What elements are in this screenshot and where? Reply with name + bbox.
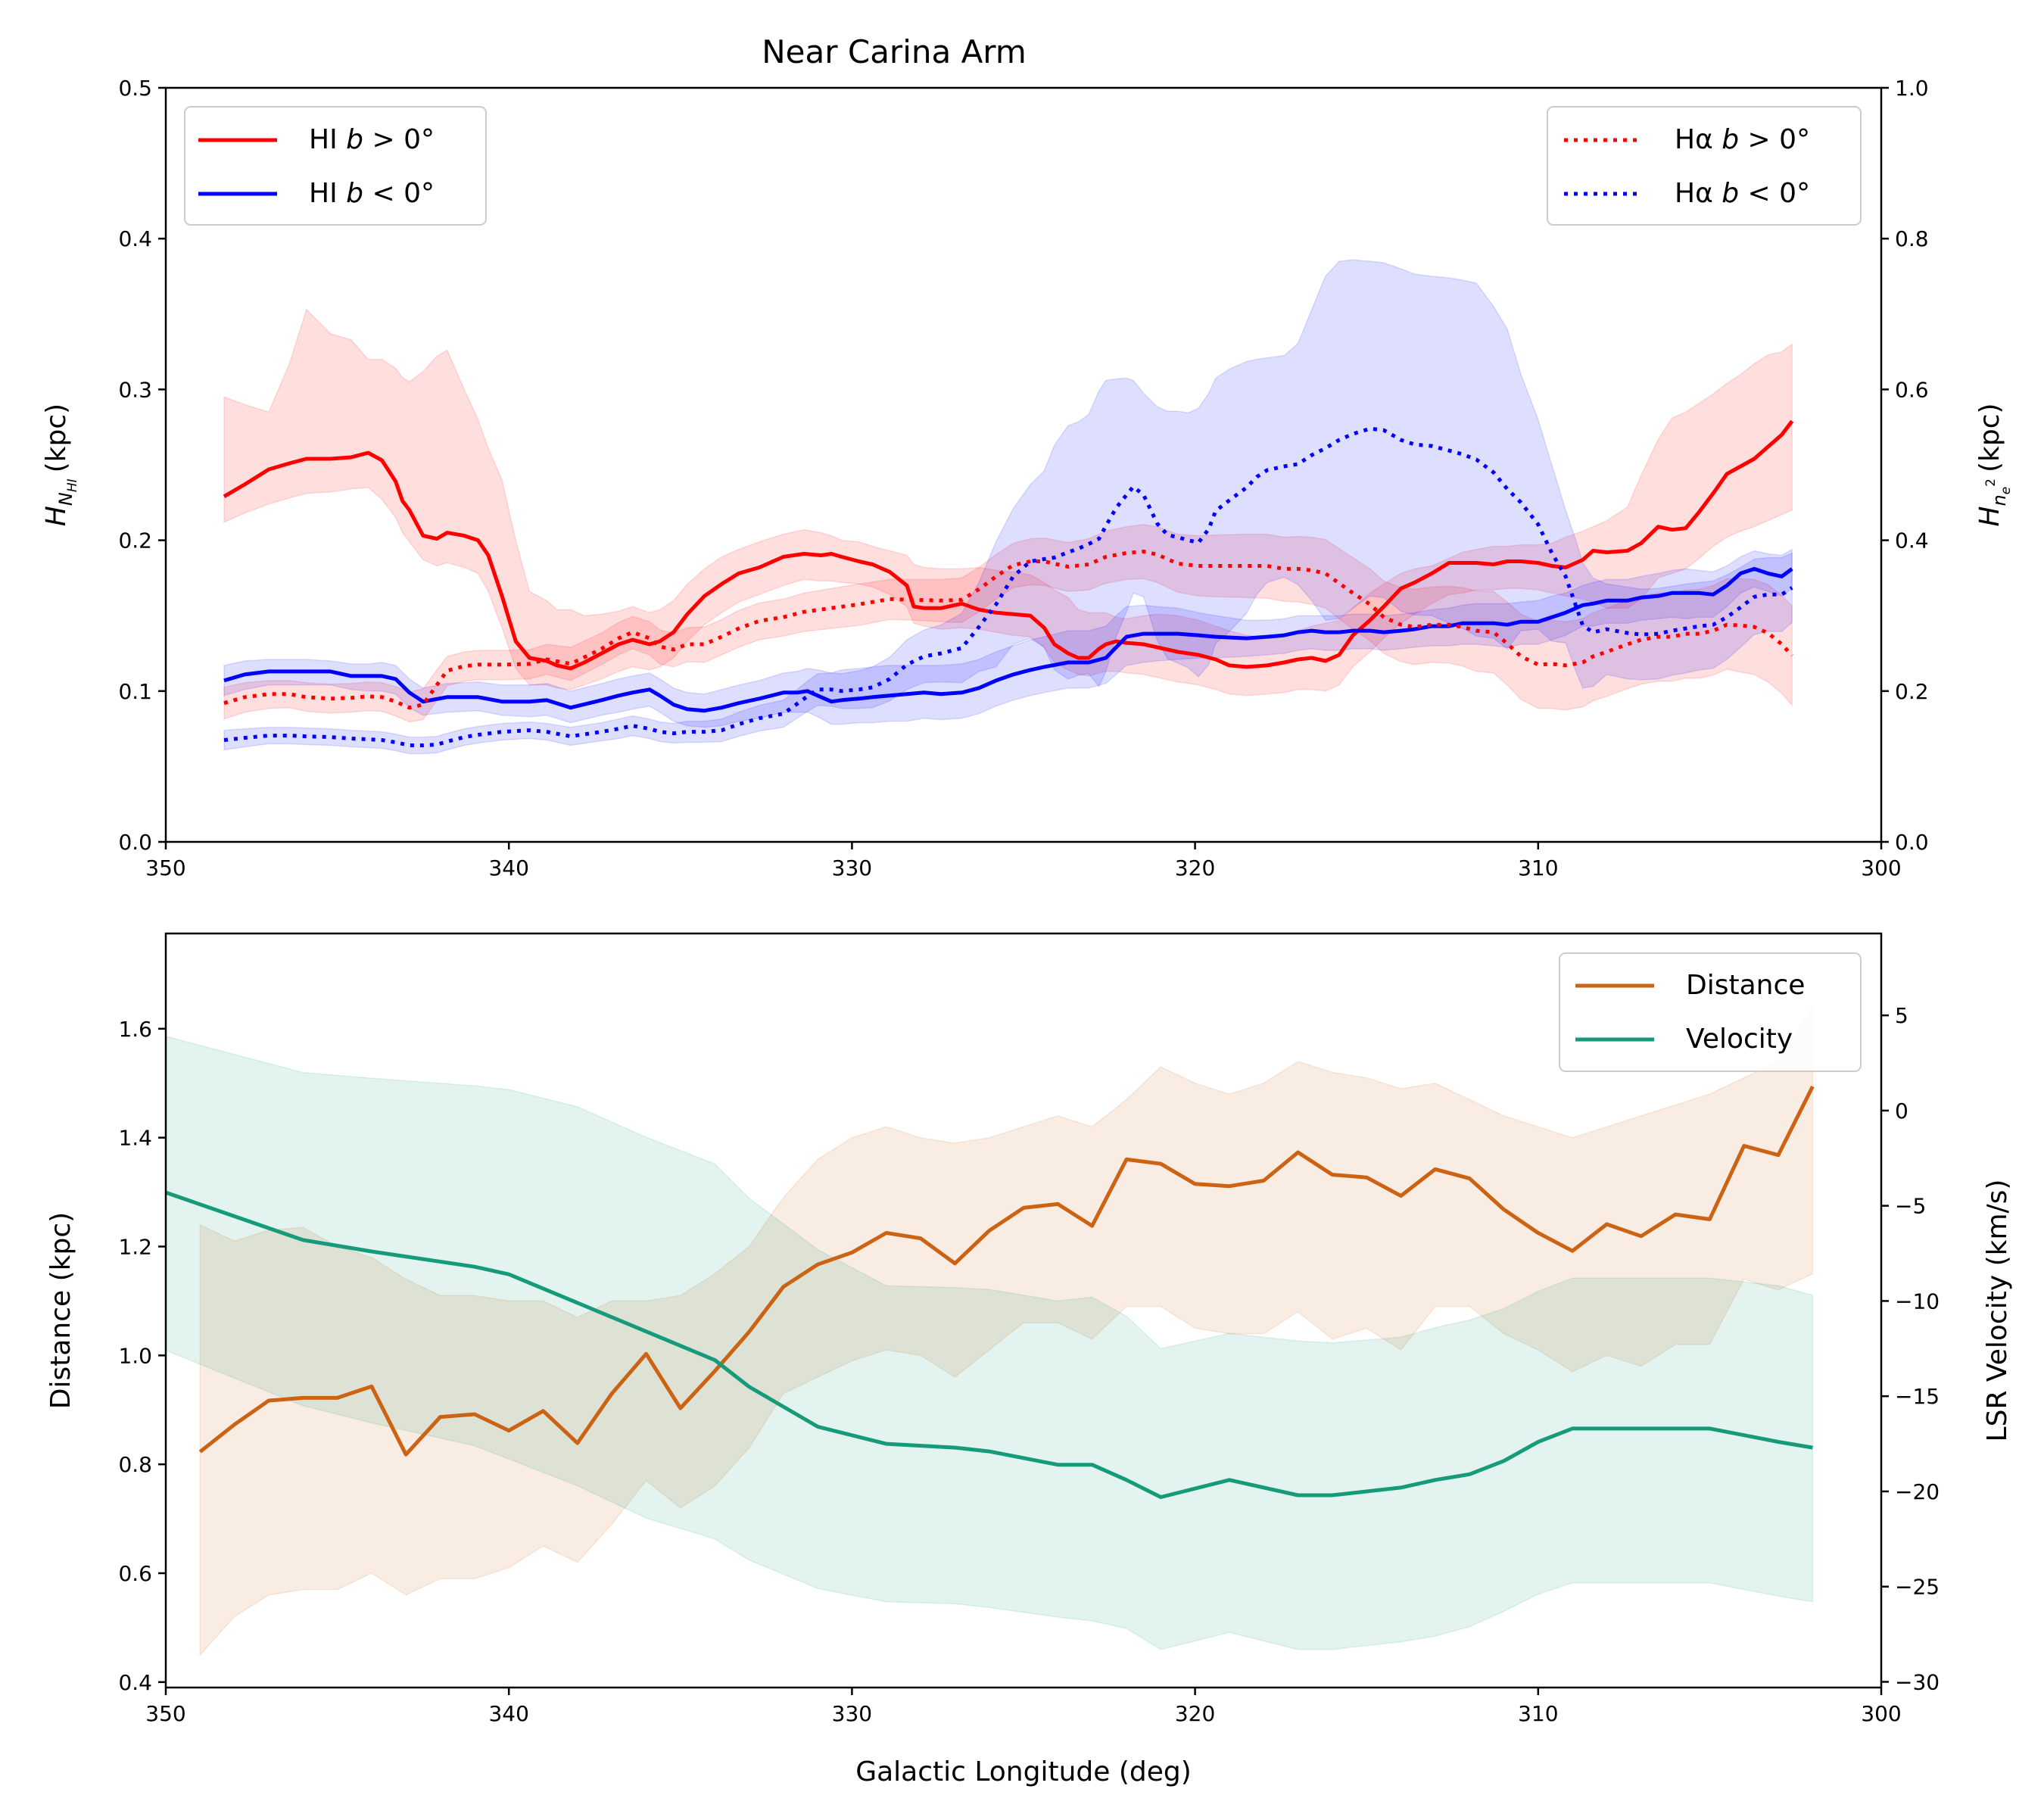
line-velocity	[165, 1190, 1813, 1499]
bottom-chart: 350 340 330 320 310 300 0.4 0.6 0.8 1.0 1.2 1.4 1.6…	[45, 932, 2013, 1787]
x-tick-label: 350	[145, 1701, 185, 1726]
legend-label: Hα b > 0°	[1675, 124, 1810, 155]
y2-tick-label: −20	[1895, 1479, 1940, 1504]
top-legend-right: Hα b > 0° Hα b < 0°	[1547, 106, 1862, 226]
top-plot-frame	[164, 86, 1883, 843]
top-series-lines	[223, 419, 1794, 747]
bottom-right-y-axis-label: LSR Velocity (km/s)	[1982, 1180, 2013, 1442]
top-chart: 350 340 330 320 310 300 0.0 0.1 0.2 0.3 0.4 0.5 0.…	[41, 76, 2014, 880]
y2-tick-label: −5	[1895, 1194, 1926, 1219]
x-tick-label: 320	[1175, 856, 1215, 880]
chart-title: Near Carina Arm	[762, 33, 1027, 70]
y-tick-label: 0.4	[118, 226, 152, 251]
bottom-series-lines	[165, 1085, 1815, 1499]
top-legend-left: HI b > 0° HI b < 0°	[184, 106, 487, 226]
band-hi-b-0	[223, 308, 1793, 697]
y2-tick-label: −15	[1895, 1384, 1940, 1409]
x-tick-label: 330	[832, 856, 872, 880]
y-tick-label: 0.4	[118, 1670, 152, 1695]
legend-label: HI b > 0°	[309, 124, 435, 155]
bottom-x-axis-label: Galactic Longitude (deg)	[855, 1756, 1192, 1787]
y-tick-label: 0.8	[118, 1452, 152, 1477]
top-right-y-axis-label: Hne2(kpc)	[1974, 403, 2014, 526]
bottom-x-axis: 350 340 330 320 310 300	[145, 1688, 1902, 1726]
line-hi-b-0	[223, 566, 1793, 713]
bottom-left-y-axis: 0.4 0.6 0.8 1.0 1.2 1.4 1.6	[118, 1017, 166, 1695]
x-tick-label: 310	[1518, 1701, 1558, 1726]
band-velocity	[165, 1035, 1814, 1650]
bottom-plot-frame	[164, 932, 1883, 1689]
legend-label: Hα b < 0°	[1675, 178, 1810, 209]
x-tick-label: 340	[488, 856, 528, 880]
band-distance	[199, 1005, 1814, 1656]
top-right-y-axis: 0.0 0.2 0.4 0.6 0.8 1.0	[1881, 76, 1929, 855]
bottom-confidence-bands	[165, 1005, 1814, 1656]
legend-label: Distance	[1686, 970, 1805, 1001]
y2-tick-label: 0.6	[1895, 377, 1929, 402]
y-tick-label: 1.2	[118, 1235, 152, 1260]
y-tick-label: 1.6	[118, 1017, 152, 1042]
y-tick-label: 1.4	[118, 1126, 152, 1151]
x-tick-label: 300	[1861, 856, 1901, 880]
line-h-b-0	[223, 426, 1793, 747]
y2-tick-label: 0.4	[1895, 528, 1929, 553]
y2-tick-label: −30	[1895, 1669, 1940, 1694]
y2-tick-label: 0.0	[1895, 830, 1929, 855]
x-tick-label: 310	[1518, 856, 1558, 880]
legend-label: HI b < 0°	[309, 178, 435, 209]
y2-tick-label: 0.2	[1895, 679, 1929, 704]
x-tick-label: 300	[1861, 1701, 1901, 1726]
legend-label: Velocity	[1686, 1024, 1793, 1055]
bottom-legend: Distance Velocity	[1559, 952, 1862, 1072]
line-hi-b-0	[223, 419, 1794, 671]
y2-tick-label: 0.8	[1895, 226, 1929, 251]
bottom-right-y-axis: −30 −25 −20 −15 −10 −5 0 5	[1881, 1003, 1940, 1694]
x-tick-label: 320	[1175, 1701, 1215, 1726]
top-x-axis: 350 340 330 320 310 300	[145, 842, 1902, 880]
legend-box	[1559, 952, 1862, 1072]
band-h-b-0	[223, 259, 1793, 755]
y2-tick-label: 0	[1895, 1099, 1908, 1124]
y-tick-label: 0.3	[118, 377, 152, 402]
line-h-b-0	[223, 550, 1794, 710]
y-tick-label: 0.5	[118, 76, 152, 101]
bottom-left-y-axis-label: Distance (kpc)	[45, 1212, 76, 1409]
y-tick-label: 0.2	[118, 528, 152, 553]
top-left-y-axis: 0.0 0.1 0.2 0.3 0.4 0.5	[118, 76, 166, 855]
y2-tick-label: 1.0	[1895, 76, 1929, 101]
line-distance	[198, 1085, 1815, 1457]
y-tick-label: 0.0	[118, 830, 152, 855]
y-tick-label: 0.1	[118, 679, 152, 704]
x-tick-label: 330	[832, 1701, 872, 1726]
top-left-y-axis-label: HNHI(kpc)	[41, 404, 80, 526]
y-tick-label: 0.6	[118, 1561, 152, 1586]
x-tick-label: 340	[488, 1701, 528, 1726]
y-tick-label: 1.0	[118, 1343, 152, 1368]
y2-tick-label: −10	[1895, 1289, 1940, 1314]
y2-tick-label: 5	[1895, 1003, 1908, 1028]
x-tick-label: 350	[145, 856, 185, 880]
y2-tick-label: −25	[1895, 1575, 1940, 1600]
